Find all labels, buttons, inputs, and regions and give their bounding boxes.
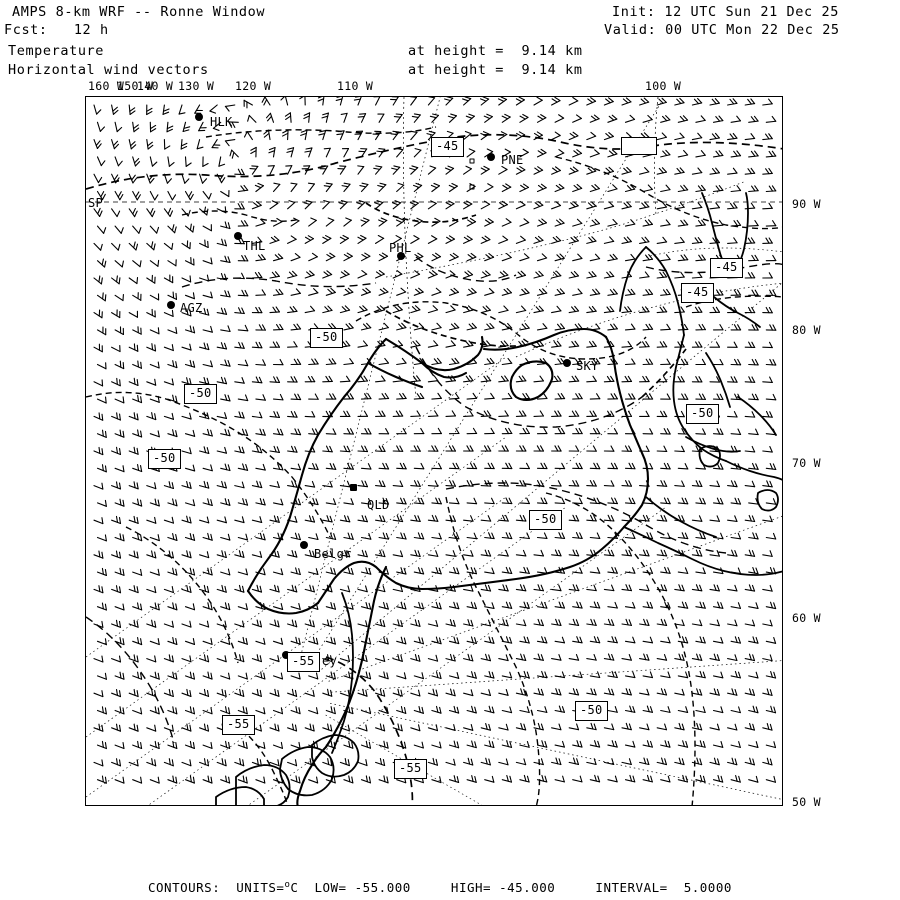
contour-label-7: -50: [148, 449, 181, 469]
chart-title: AMPS 8-km WRF -- Ronne Window: [12, 4, 266, 20]
latitude-tick-2: 70 W: [792, 456, 821, 470]
latitude-tick-3: 60 W: [792, 611, 821, 625]
contour-label-6: -50: [184, 384, 217, 404]
longitude-tick-6: 100 W: [645, 79, 682, 93]
station-marker-pne: [487, 153, 495, 161]
station-label-sp: SP: [88, 196, 104, 210]
station-marker-thl: [234, 232, 242, 240]
station-label-phl: PHL: [389, 241, 412, 255]
station-label-belgr: Belgr: [314, 547, 352, 561]
station-label-ey: ey: [322, 654, 338, 668]
wind-barb-layer: [93, 97, 777, 784]
degree-sign: o: [284, 880, 291, 890]
station-marker-hlk: [195, 113, 203, 121]
init-time-label: Init: 12 UTC Sun 21 Dec 25: [612, 4, 839, 20]
station-marker-belgr: [300, 541, 308, 549]
footer-high-value: -45.000: [499, 880, 556, 896]
footer-prefix: CONTOURS: UNITS=: [148, 880, 285, 896]
height-label-wind: at height = 9.14 km: [408, 62, 583, 78]
footer-units: C: [290, 880, 299, 896]
station-label-pne: PNE: [501, 153, 524, 167]
station-label-sky: SKY: [576, 359, 599, 373]
contour-label-1: [621, 137, 657, 155]
footer-interval-value: 5.0000: [683, 880, 732, 896]
map-canvas: [86, 97, 782, 805]
forecast-hour-label: Fcst: 12 h: [4, 22, 109, 38]
longitude-tick-3: 130 W: [178, 79, 215, 93]
station-marker-ey: [282, 651, 290, 659]
contour-label-3: -45: [681, 283, 714, 303]
station-label-qld: QLD: [367, 498, 390, 512]
footer-low-value: -55.000: [354, 880, 411, 896]
contour-label-5: -50: [686, 404, 719, 424]
contour-info-footer: CONTOURS: UNITS=oC LOW= -55.000 HIGH= -4…: [148, 880, 732, 895]
latitude-tick-0: 90 W: [792, 197, 821, 211]
coastline-layer: [215, 158, 782, 805]
station-marker-agz: [167, 301, 175, 309]
contour-label-4: -50: [310, 328, 343, 348]
footer-interval-label: INTERVAL=: [595, 880, 668, 896]
contour-label-10: -50: [575, 701, 608, 721]
contour-label-11: -55: [222, 715, 255, 735]
longitude-tick-2: 140 W: [137, 79, 174, 93]
height-label-temperature: at height = 9.14 km: [408, 43, 583, 59]
contour-label-2: -45: [710, 258, 743, 278]
contour-label-0: -45: [431, 137, 464, 157]
station-label-hlk: HLK: [210, 115, 233, 129]
station-label-agz: AGZ: [180, 301, 203, 315]
station-marker-qld: [350, 484, 357, 491]
latitude-tick-4: 50 W: [792, 795, 821, 809]
contour-label-12: -55: [394, 759, 427, 779]
field-label-wind: Horizontal wind vectors: [8, 62, 209, 78]
contour-label-8: -50: [529, 510, 562, 530]
station-marker-phl: [397, 252, 405, 260]
latitude-tick-1: 80 W: [792, 323, 821, 337]
longitude-tick-5: 110 W: [337, 79, 374, 93]
map-plot-area: [85, 96, 783, 806]
station-label-thl: THL: [243, 239, 266, 253]
station-marker-sky: [563, 359, 571, 367]
valid-time-label: Valid: 00 UTC Mon 22 Dec 25: [604, 22, 840, 38]
longitude-tick-0: 160 W: [88, 79, 125, 93]
contour-label-9: -55: [287, 652, 320, 672]
footer-low-label: LOW=: [314, 880, 347, 896]
footer-high-label: HIGH=: [450, 880, 492, 896]
field-label-temperature: Temperature: [8, 43, 105, 59]
longitude-tick-1: 150 W: [117, 79, 154, 93]
longitude-tick-4: 120 W: [235, 79, 272, 93]
